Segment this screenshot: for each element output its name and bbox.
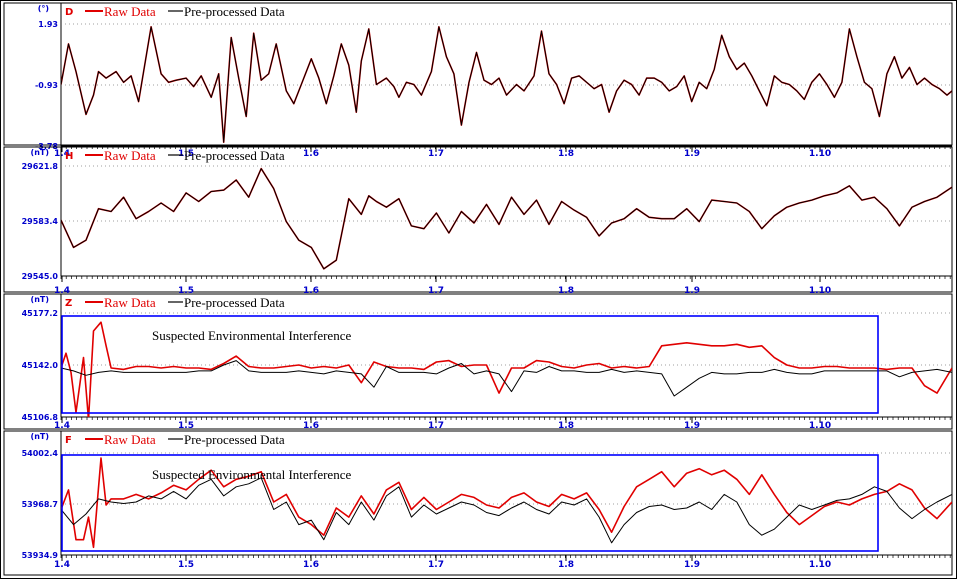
interference-box [61, 454, 879, 552]
series-pre-line [61, 360, 952, 397]
series-raw-line [61, 457, 952, 549]
panel-frame [3, 146, 953, 293]
y-tick-label: 1.93 [38, 20, 58, 29]
legend-raw-label: Raw Data [104, 4, 156, 19]
unit-label: (°) [38, 4, 49, 13]
annotation-label: Suspected Environmental Interference [152, 467, 351, 482]
y-tick-label: -0.93 [35, 81, 58, 90]
x-tick-label: 1.5 [178, 149, 194, 159]
unit-label: (nT) [31, 432, 49, 441]
interference-box [61, 315, 879, 414]
x-tick-label: 1.8 [558, 421, 574, 431]
legend-pre-label: Pre-processed Data [184, 295, 285, 310]
legend-raw-label: Raw Data [104, 432, 156, 447]
x-tick-label: 1.10 [809, 421, 831, 431]
channel-label: Z [65, 298, 72, 309]
y-tick-label: 53934.9 [22, 551, 59, 560]
series-raw-line [61, 321, 952, 417]
panel-h: 29621.8 29583.4 29545.0 (nT) 1.4 1.5 1.6 1.7 1.8… [3, 146, 953, 296]
x-tick-label: 1.9 [684, 421, 700, 431]
legend-pre-label: Pre-processed Data [184, 432, 285, 447]
x-tick-label: 1.7 [428, 149, 444, 159]
y-tick-label: 29583.4 [22, 217, 59, 226]
x-tick-label: 1.5 [178, 560, 194, 570]
channel-label: D [65, 7, 73, 18]
y-tick-label: 29545.0 [22, 272, 59, 281]
x-tick-label: 1.8 [558, 560, 574, 570]
x-tick-label: 1.6 [303, 421, 319, 431]
y-tick-label: 54002.4 [22, 449, 59, 458]
x-tick-label: 1.4 [54, 286, 70, 296]
x-tick-label: 1.7 [428, 286, 444, 296]
annotation-label: Suspected Environmental Interference [152, 328, 351, 343]
x-tick-label: 1.7 [428, 421, 444, 431]
panel-frame [3, 293, 953, 430]
panel-frame [3, 2, 953, 146]
x-tick-label: 1.4 [54, 421, 70, 431]
legend-pre-label: Pre-processed Data [184, 4, 285, 19]
channel-label: H [65, 151, 73, 162]
x-tick-label: 1.4 [54, 149, 70, 159]
x-tick-label: 1.10 [809, 560, 831, 570]
legend-raw-label: Raw Data [104, 148, 156, 163]
panel-d: 1.93-0.93-3.78(°)1.4 1.5 1.6 1.7 1.8 1.9 1.10D… [3, 2, 953, 159]
series-pre-line [61, 477, 952, 544]
x-tick-label: 1.8 [558, 149, 574, 159]
legend-raw-label: Raw Data [104, 295, 156, 310]
series-pre-line [61, 168, 952, 270]
unit-label: (nT) [31, 148, 49, 157]
x-tick-label: 1.8 [558, 286, 574, 296]
panel-z: 45177.2 45142.0 45106.8 (nT) 1.4 1.5 1.6 1.7 1.8… [3, 293, 953, 431]
y-tick-label: 45142.0 [22, 361, 59, 370]
x-tick-label: 1.4 [54, 560, 70, 570]
x-tick-label: 1.9 [684, 149, 700, 159]
x-tick-label: 1.7 [428, 560, 444, 570]
x-tick-label: 1.6 [303, 560, 319, 570]
y-tick-label: 45106.8 [22, 413, 59, 422]
panel-f: 54002.4 53968.7 53934.9 (nT) 1.4 1.5 1.6 1.7 1.8… [3, 430, 953, 576]
series-pre-line [61, 26, 952, 143]
x-tick-label: 1.5 [178, 286, 194, 296]
x-tick-label: 1.9 [684, 286, 700, 296]
x-tick-label: 1.6 [303, 149, 319, 159]
x-tick-label: 1.9 [684, 560, 700, 570]
y-tick-label: 45177.2 [22, 309, 58, 318]
y-tick-label: 53968.7 [22, 500, 58, 509]
y-tick-label: 29621.8 [22, 162, 59, 171]
x-tick-label: 1.6 [303, 286, 319, 296]
x-tick-label: 1.5 [178, 421, 194, 431]
legend-pre-label: Pre-processed Data [184, 148, 285, 163]
x-tick-label: 1.10 [809, 149, 831, 159]
channel-label: F [65, 435, 72, 446]
x-tick-label: 1.10 [809, 286, 831, 296]
unit-label: (nT) [31, 295, 49, 304]
